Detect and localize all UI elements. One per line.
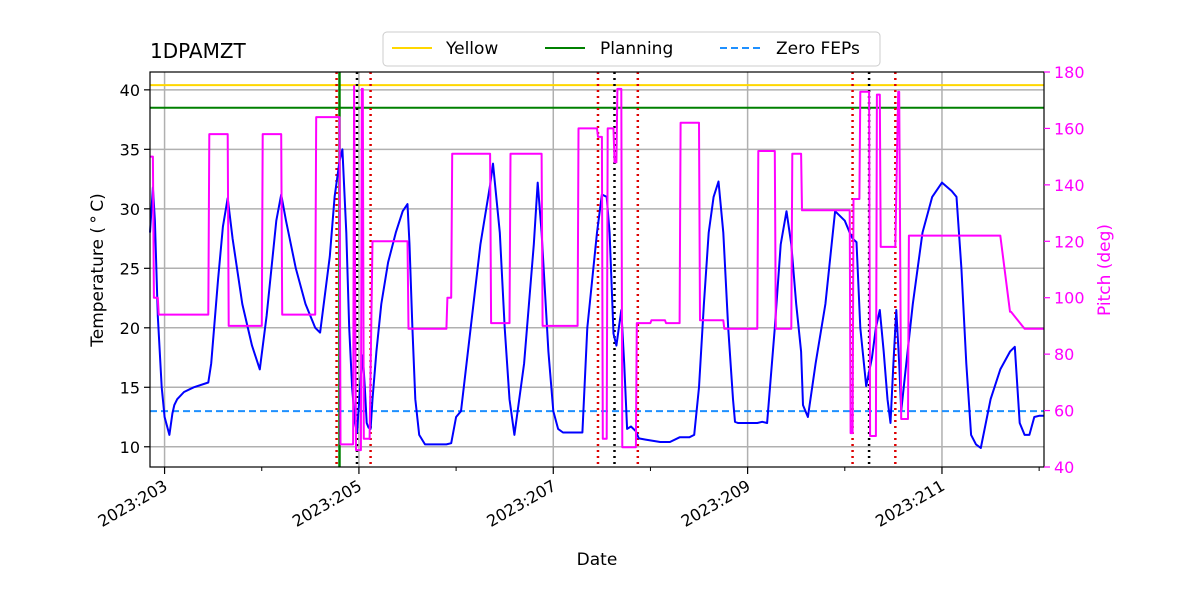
legend-label-yellow: Yellow xyxy=(445,39,498,59)
temperature-series-line xyxy=(149,148,1044,449)
y-tick-label: 40 xyxy=(120,81,140,100)
y-tick-label: 20 xyxy=(120,319,140,338)
legend-box xyxy=(382,31,881,67)
series-lines xyxy=(149,85,1044,452)
legend: Yellow Planning Zero FEPs xyxy=(382,31,881,67)
y2-axis-title: Pitch (deg) xyxy=(1095,224,1115,316)
y2-tick-label: 100 xyxy=(1054,289,1085,308)
y2-tick-label: 140 xyxy=(1054,176,1085,195)
y2-tick-label: 60 xyxy=(1054,402,1074,421)
x-axis-title: Date xyxy=(577,550,618,570)
chart-title: 1DPAMZT xyxy=(150,39,247,63)
grid xyxy=(150,72,1044,467)
y2-tick-label: 120 xyxy=(1054,232,1085,251)
y-tick-label: 35 xyxy=(120,140,140,159)
y2-tick-label: 180 xyxy=(1054,63,1085,82)
y-tick-label: 25 xyxy=(120,259,140,278)
y-tick-label: 15 xyxy=(120,378,140,397)
y-axis-title: Temperature ( ° C) xyxy=(88,193,108,348)
y-tick-label: 10 xyxy=(120,438,140,457)
y2-tick-label: 160 xyxy=(1054,119,1085,138)
legend-label-zero-feps: Zero FEPs xyxy=(776,39,860,59)
axes-frame xyxy=(149,71,1045,468)
y-tick-label: 30 xyxy=(120,200,140,219)
y2-tick-label: 40 xyxy=(1054,458,1074,477)
y2-tick-label: 80 xyxy=(1054,345,1074,364)
legend-label-planning: Planning xyxy=(600,39,673,59)
pitch-series-line xyxy=(150,85,1044,452)
